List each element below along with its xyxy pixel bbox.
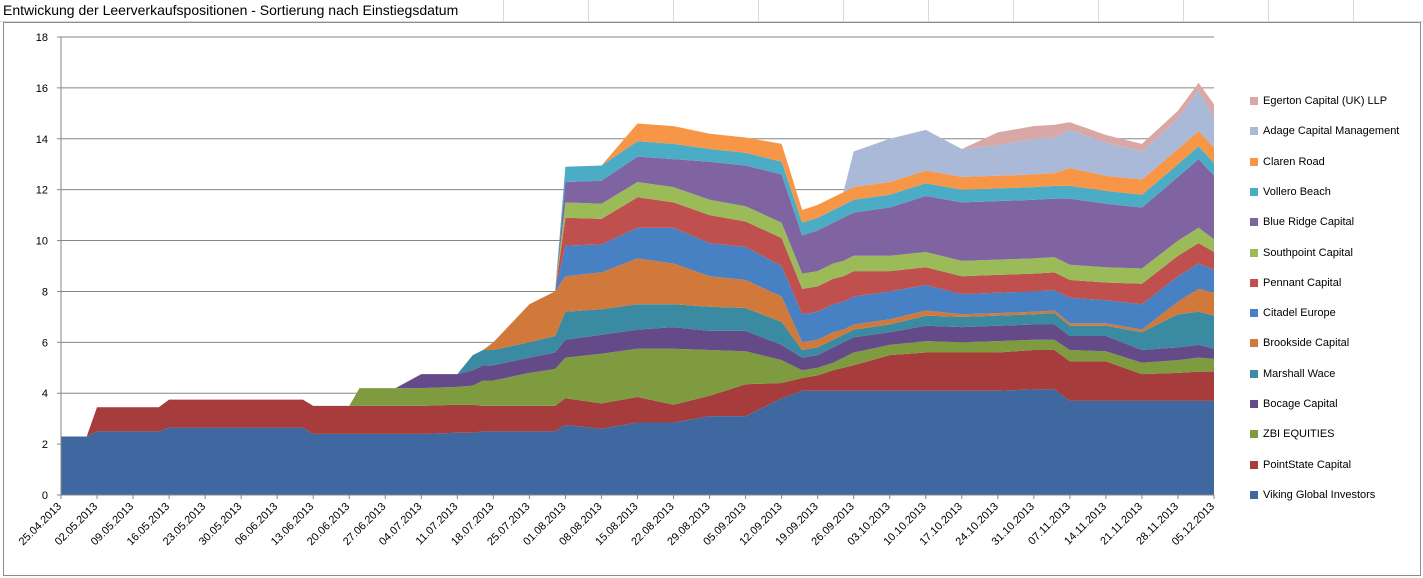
chart-title: Entwickung der Leerverkaufspositionen - … bbox=[3, 2, 459, 18]
legend-swatch bbox=[1250, 187, 1258, 196]
spreadsheet-gridlines bbox=[0, 0, 1423, 22]
grid-col-line bbox=[843, 0, 844, 22]
legend-item: Bocage Capital bbox=[1250, 397, 1338, 411]
legend-label: Pennant Capital bbox=[1263, 276, 1342, 289]
y-tick-label: 4 bbox=[42, 388, 48, 400]
legend-swatch bbox=[1250, 278, 1258, 287]
grid-col-line bbox=[928, 0, 929, 22]
y-tick-label: 2 bbox=[42, 439, 48, 451]
legend-item: Citadel Europe bbox=[1250, 306, 1336, 320]
legend-label: Blue Ridge Capital bbox=[1263, 216, 1355, 229]
y-tick-label: 8 bbox=[42, 286, 48, 298]
legend-swatch bbox=[1250, 339, 1258, 348]
y-tick-label: 16 bbox=[36, 83, 48, 95]
y-tick-label: 10 bbox=[36, 236, 48, 248]
grid-col-line bbox=[758, 0, 759, 22]
legend-label: Viking Global Investors bbox=[1263, 488, 1376, 501]
legend-label: PointState Capital bbox=[1263, 458, 1352, 471]
legend-label: ZBI EQUITIES bbox=[1263, 428, 1335, 441]
legend-item: Vollero Beach bbox=[1250, 185, 1331, 199]
series-area bbox=[61, 324, 1214, 437]
y-tick-label: 0 bbox=[42, 490, 48, 502]
legend-item: Viking Global Investors bbox=[1250, 488, 1375, 502]
grid-col-line bbox=[1183, 0, 1184, 22]
grid-col-line bbox=[503, 0, 504, 22]
legend-label: Adage Capital Management bbox=[1263, 125, 1400, 138]
legend-label: Vollero Beach bbox=[1263, 185, 1331, 198]
legend-swatch bbox=[1250, 127, 1258, 136]
legend-item: Adage Capital Management bbox=[1250, 124, 1399, 138]
legend-label: Southpoint Capital bbox=[1263, 246, 1353, 259]
y-axis: 0 2 4 6 8 10 12 14 16 18 bbox=[36, 32, 62, 502]
legend-swatch bbox=[1250, 218, 1258, 227]
legend-item: PointState Capital bbox=[1250, 458, 1351, 472]
legend-swatch bbox=[1250, 460, 1258, 469]
grid-col-line bbox=[1013, 0, 1014, 22]
series-area bbox=[61, 258, 1214, 437]
grid-col-line bbox=[1098, 0, 1099, 22]
legend-label: Bocage Capital bbox=[1263, 398, 1338, 410]
legend-label: Egerton Capital (UK) LLP bbox=[1263, 95, 1388, 107]
series-area bbox=[61, 389, 1214, 495]
legend-item: Claren Road bbox=[1250, 155, 1325, 169]
legend-item: Marshall Wace bbox=[1250, 367, 1335, 381]
grid-col-line bbox=[1353, 0, 1354, 22]
grid-col-line bbox=[588, 0, 589, 22]
legend-swatch bbox=[1250, 157, 1258, 166]
legend-swatch bbox=[1250, 490, 1258, 499]
series-area bbox=[61, 339, 1214, 437]
series-area bbox=[61, 350, 1214, 437]
legend-item: Southpoint Capital bbox=[1250, 246, 1353, 260]
legend-swatch bbox=[1250, 369, 1258, 378]
x-axis: 25.04.201302.05.201309.05.201316.05.2013… bbox=[17, 494, 1217, 548]
y-tick-label: 18 bbox=[36, 32, 48, 44]
legend-item: ZBI EQUITIES bbox=[1250, 427, 1335, 441]
series-area bbox=[61, 156, 1214, 437]
grid-row-line bbox=[0, 21, 1423, 22]
legend-label: Citadel Europe bbox=[1263, 307, 1336, 320]
legend-item: Pennant Capital bbox=[1250, 276, 1341, 290]
legend-label: Brookside Capital bbox=[1263, 337, 1350, 350]
legend-label: Marshall Wace bbox=[1263, 367, 1336, 380]
legend-swatch bbox=[1250, 309, 1258, 318]
legend-item: Blue Ridge Capital bbox=[1250, 215, 1354, 229]
grid-col-line bbox=[673, 0, 674, 22]
legend-swatch bbox=[1250, 248, 1258, 257]
legend-item: Egerton Capital (UK) LLP bbox=[1250, 94, 1387, 108]
y-tick-label: 14 bbox=[36, 134, 48, 146]
y-tick-label: 12 bbox=[36, 185, 48, 197]
legend-swatch bbox=[1250, 400, 1258, 408]
legend-swatch bbox=[1250, 430, 1258, 439]
legend-item: Brookside Capital bbox=[1250, 336, 1349, 350]
y-tick-label: 6 bbox=[42, 337, 48, 349]
legend-label: Claren Road bbox=[1263, 155, 1325, 168]
series-areas bbox=[61, 82, 1214, 495]
legend-swatch bbox=[1250, 97, 1258, 105]
grid-col-line bbox=[1268, 0, 1269, 22]
